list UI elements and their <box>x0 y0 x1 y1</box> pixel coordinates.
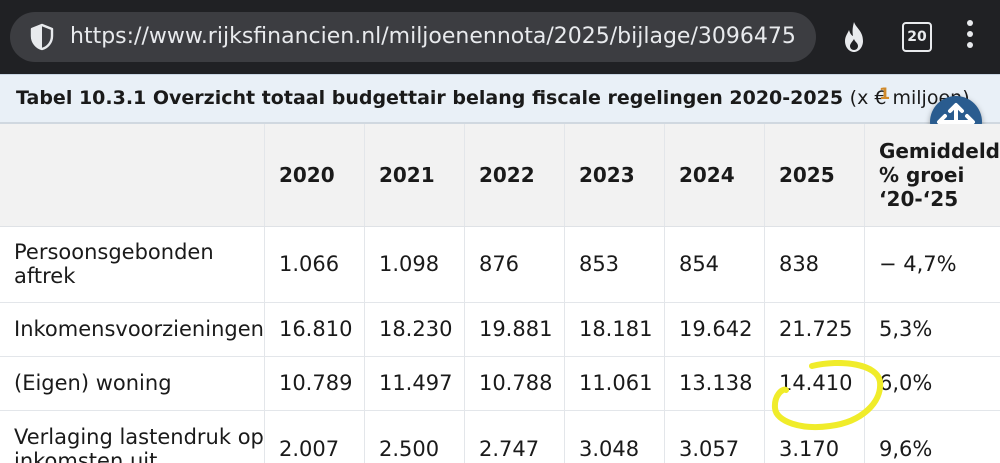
header-2022: 2022 <box>464 124 565 227</box>
cell-value: 838 <box>764 226 865 302</box>
header-2020: 2020 <box>264 124 365 227</box>
shield-icon[interactable] <box>28 23 56 51</box>
header-2021: 2021 <box>364 124 465 227</box>
fire-icon[interactable] <box>838 20 870 54</box>
cell-growth: 6,0% <box>878 371 933 395</box>
table-caption: Tabel 10.3.1 Overzicht totaal budgettair… <box>0 74 1000 124</box>
row-label-line: inkomsten uit <box>14 448 158 463</box>
cell-growth: − 4,7% <box>878 252 957 276</box>
row-label-line: Verlaging lastendruk op <box>14 424 264 449</box>
header-growth-line2: % groei <box>878 162 965 187</box>
cell-value: 3.170 <box>764 410 865 463</box>
cell-value: 1.066 <box>264 226 365 302</box>
cell-value: 876 <box>464 226 565 302</box>
cell-value: 3.048 <box>564 410 665 463</box>
url-text[interactable]: https://www.rijksfinancien.nl/miljoenenn… <box>70 24 796 49</box>
row-label-line: Persoonsgebonden <box>14 240 214 264</box>
address-bar[interactable]: https://www.rijksfinancien.nl/miljoenenn… <box>10 12 816 62</box>
cell-value: 11.497 <box>364 356 465 410</box>
cell-value: 14.410 <box>764 356 865 410</box>
row-label: (Eigen) woning <box>0 356 265 410</box>
header-growth-line3: ‘20-‘25 <box>878 186 959 211</box>
table-row: Persoonsgebonden aftrek 1.066 1.098 876 … <box>0 226 1000 302</box>
cell-value: 3.057 <box>664 410 765 463</box>
header-growth: Gemiddeld % groei ‘20-‘25 <box>864 124 1000 227</box>
budget-table: 2020 2021 2022 2023 2024 2025 Gemiddeld … <box>0 124 1000 463</box>
cell-value: 2.007 <box>264 410 365 463</box>
cell-value: 1.098 <box>364 226 465 302</box>
header-growth-line1: Gemiddeld <box>878 138 1000 163</box>
cell-value: 19.642 <box>664 302 765 356</box>
cell-value: 13.138 <box>664 356 765 410</box>
cell-value: 10.789 <box>264 356 365 410</box>
cell-value: 19.881 <box>464 302 565 356</box>
header-empty <box>0 124 265 227</box>
more-vert-icon[interactable] <box>962 20 978 54</box>
cell-value: 2.500 <box>364 410 465 463</box>
row-label: Verlaging lastendruk op inkomsten uit <box>0 410 265 463</box>
row-label: Inkomensvoorzieningen <box>0 302 265 356</box>
header-2024: 2024 <box>664 124 765 227</box>
table-title: Tabel 10.3.1 Overzicht totaal budgettair… <box>16 87 970 109</box>
cell-growth: 9,6% <box>878 436 933 461</box>
cell-value: 21.725 <box>764 302 865 356</box>
header-2023: 2023 <box>564 124 665 227</box>
cell-value: 11.061 <box>564 356 665 410</box>
footnote-link[interactable]: 1 <box>879 84 891 103</box>
table-row: (Eigen) woning 10.789 11.497 10.788 11.0… <box>0 356 1000 410</box>
table-row: Inkomensvoorzieningen 16.810 18.230 19.8… <box>0 302 1000 356</box>
cell-value: 18.230 <box>364 302 465 356</box>
table-header-row: 2020 2021 2022 2023 2024 2025 Gemiddeld … <box>0 124 1000 227</box>
cell-value: 16.810 <box>264 302 365 356</box>
table-title-text: Tabel 10.3.1 Overzicht totaal budgettair… <box>16 87 844 109</box>
cell-growth: 5,3% <box>878 317 933 341</box>
header-2025: 2025 <box>764 124 865 227</box>
tab-switcher-button[interactable]: 20 <box>902 22 932 52</box>
cell-value: 854 <box>664 226 765 302</box>
browser-toolbar: https://www.rijksfinancien.nl/miljoenenn… <box>0 0 1000 74</box>
row-label: Persoonsgebonden aftrek <box>0 226 265 302</box>
cell-value: 853 <box>564 226 665 302</box>
table-row: Verlaging lastendruk op inkomsten uit 2.… <box>0 410 1000 463</box>
cell-value: 10.788 <box>464 356 565 410</box>
cell-value: 18.181 <box>564 302 665 356</box>
cell-value: 2.747 <box>464 410 565 463</box>
data-table-viewport[interactable]: 2020 2021 2022 2023 2024 2025 Gemiddeld … <box>0 124 1000 463</box>
row-label-line: aftrek <box>14 264 76 288</box>
